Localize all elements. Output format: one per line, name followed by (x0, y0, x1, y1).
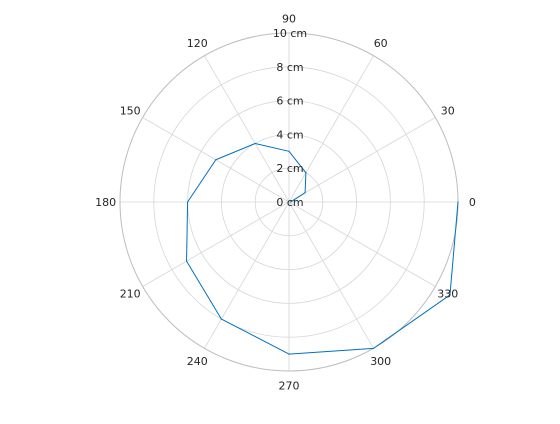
angle-tick-label: 240 (187, 355, 208, 368)
data-point (185, 260, 188, 262)
radial-tick-label: 6 cm (276, 95, 303, 108)
data-point (290, 201, 292, 203)
polar-grid (119, 32, 459, 372)
tick-label-layer: 0 30 60 90 120 150 180 210 240 270 300 330 0 cm 2 cm 4… (95, 13, 476, 393)
data-point (254, 142, 256, 145)
radial-tick-label: 0 cm (276, 196, 303, 209)
radial-tick-label: 4 cm (276, 128, 303, 141)
angle-gridline-30 (288, 117, 436, 203)
angle-tick-label: 30 (441, 104, 455, 117)
data-point (449, 294, 451, 296)
data-point (215, 159, 217, 161)
angle-gridline-210 (142, 201, 290, 287)
radial-tick-label: 2 cm (276, 162, 303, 175)
radial-tick-label: 10 cm (273, 27, 307, 40)
data-point (304, 192, 306, 194)
radius-gridline-8 (153, 66, 425, 338)
angle-tick-label: 180 (95, 196, 116, 209)
data-point (305, 172, 307, 174)
angle-tick-label: 90 (282, 13, 296, 26)
angle-tick-label: 150 (120, 104, 141, 117)
data-point (457, 201, 459, 203)
angle-tick-label: 330 (437, 288, 458, 301)
angle-gridline-120 (204, 55, 290, 203)
angle-gridline-300 (288, 201, 374, 349)
angle-tick-label: 60 (374, 37, 388, 50)
data-point (372, 347, 375, 349)
data-point (220, 318, 222, 320)
angle-tick-label: 300 (370, 355, 391, 368)
radius-gridline-2 (254, 167, 324, 237)
angle-gridline-60 (288, 55, 374, 203)
radius-gridline-4 (220, 133, 357, 270)
angle-tick-label: 270 (279, 379, 300, 392)
angle-tick-label: 120 (187, 37, 208, 50)
angle-gridline-330 (288, 201, 436, 287)
data-series-layer (185, 142, 459, 355)
data-point (288, 150, 290, 152)
radial-tick-label: 8 cm (276, 61, 303, 74)
angle-gridline-240 (204, 201, 290, 349)
data-point (288, 353, 290, 355)
data-point (187, 201, 189, 203)
angle-tick-label: 210 (120, 288, 141, 301)
angle-tick-label: 0 (469, 196, 476, 209)
